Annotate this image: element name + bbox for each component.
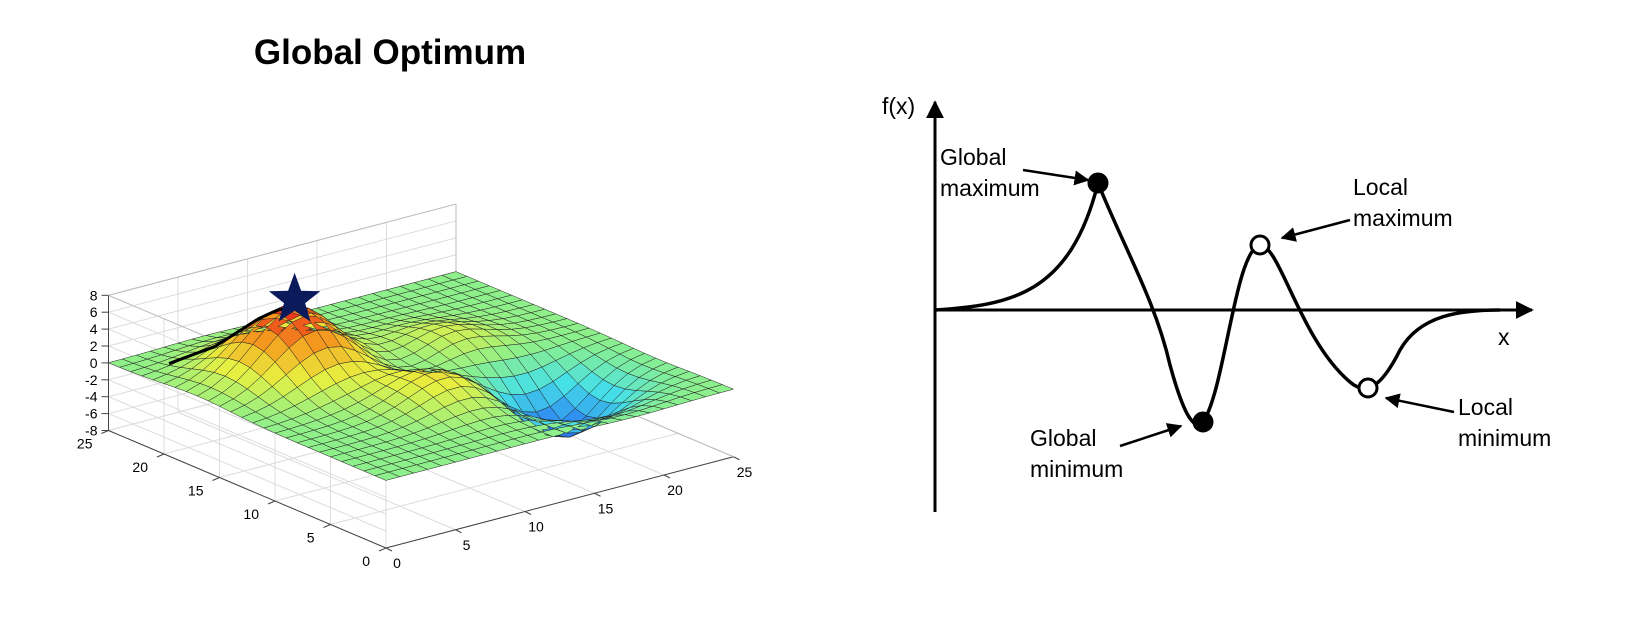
- x-tick-label: 5: [463, 537, 471, 553]
- surface-mesh: [109, 272, 734, 481]
- x-tick-mark: [664, 475, 670, 478]
- global-min-arrow: [1120, 426, 1181, 446]
- z-tick-label: 8: [90, 287, 98, 303]
- y-tick-label: 25: [77, 436, 93, 452]
- y-tick-label: 10: [243, 506, 259, 522]
- x-tick-label: 15: [598, 500, 614, 516]
- x-tick-label: 20: [667, 482, 683, 498]
- y-tick-label: 20: [132, 459, 148, 475]
- x-tick-mark: [456, 530, 462, 533]
- axis-x-line: [386, 457, 734, 548]
- box-edge: [109, 204, 457, 295]
- y-tick-mark: [157, 454, 164, 457]
- z-tick-label: 6: [90, 304, 98, 320]
- z-tick-label: 2: [90, 338, 98, 354]
- z-tick-label: 4: [90, 321, 98, 337]
- y-tick-mark: [268, 501, 275, 504]
- x-axis-label: x: [1498, 324, 1510, 350]
- global-max-marker: [1089, 174, 1107, 192]
- x-tick-mark: [386, 548, 392, 551]
- local-min-marker: [1359, 379, 1377, 397]
- y-tick-label: 15: [188, 483, 204, 499]
- z-tick-label: -6: [85, 406, 98, 422]
- y-axis-label: f(x): [882, 93, 915, 119]
- local-max-arrow: [1282, 220, 1350, 238]
- y-tick-mark: [213, 478, 220, 481]
- local-min-arrow: [1386, 398, 1454, 412]
- y-tick-mark: [379, 548, 386, 551]
- local-max-marker: [1251, 236, 1269, 254]
- x-tick-mark: [734, 457, 740, 460]
- y-tick-label: 0: [362, 553, 370, 569]
- z-tick-label: -4: [85, 389, 98, 405]
- z-tick-label: 0: [90, 355, 98, 371]
- y-tick-label: 5: [307, 530, 315, 546]
- x-tick-label: 10: [528, 519, 544, 535]
- x-tick-label: 25: [737, 464, 753, 480]
- z-tick-label: -2: [85, 372, 98, 388]
- x-tick-label: 0: [393, 555, 401, 571]
- global-min-marker: [1194, 413, 1212, 431]
- x-tick-mark: [525, 512, 531, 515]
- y-tick-mark: [324, 525, 331, 528]
- x-tick-mark: [595, 493, 601, 496]
